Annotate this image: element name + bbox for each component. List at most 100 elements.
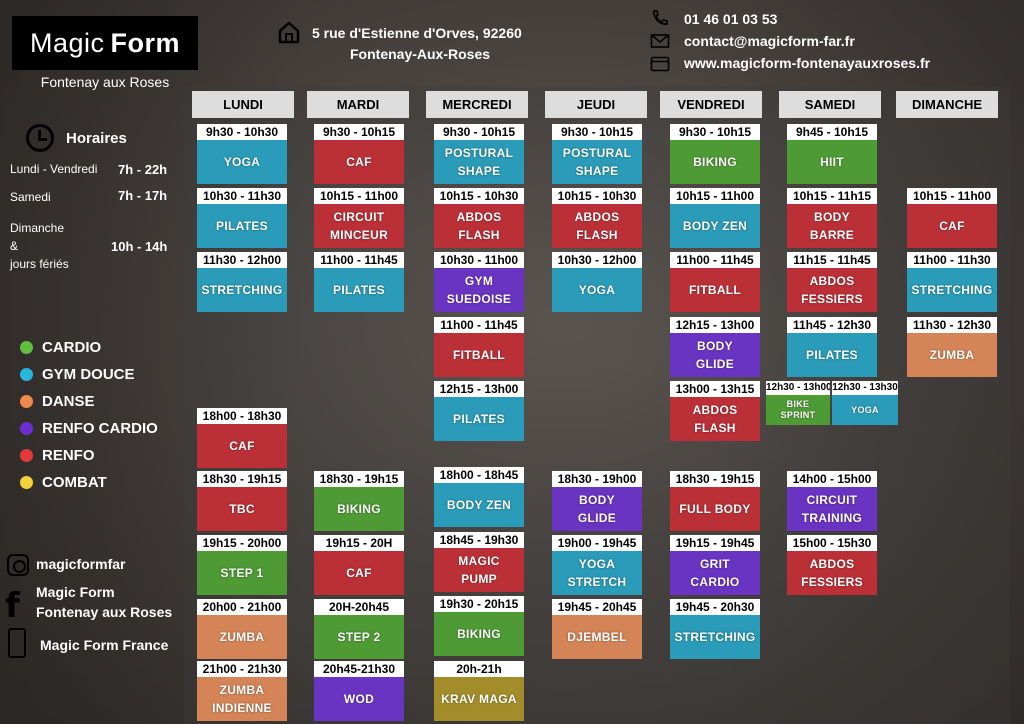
- class-card-lundi[interactable]: 9h30 - 10h30 YOGA: [197, 124, 287, 184]
- legend-label: GYM DOUCE: [42, 366, 135, 383]
- app-name[interactable]: Magic Form France: [40, 637, 169, 653]
- class-time: 19h15 - 19h45: [670, 535, 760, 551]
- class-card-jeudi[interactable]: 19h00 - 19h45 YOGA STRETCH: [552, 535, 642, 595]
- class-time: 12h30 - 13h30: [832, 381, 898, 395]
- class-time: 18h30 - 19h15: [314, 471, 404, 487]
- class-name: KRAV MAGA: [441, 692, 517, 706]
- class-card-samedi[interactable]: 11h45 - 12h30 PILATES: [787, 317, 877, 377]
- class-card-mardi[interactable]: 19h15 - 20H CAF: [314, 535, 404, 595]
- class-time: 19h45 - 20h45: [552, 599, 642, 615]
- class-card-samedi[interactable]: 14h00 - 15h00 CIRCUIT TRAINING: [787, 471, 877, 531]
- class-card-mercredi[interactable]: 10h15 - 10h30 ABDOS FLASH: [434, 188, 524, 248]
- brand-name-bold: Form: [110, 27, 181, 58]
- class-card-vendredi[interactable]: 19h15 - 19h45 GRIT CARDIO: [670, 535, 760, 595]
- day-header-mardi: MARDI: [307, 91, 409, 118]
- class-card-vendredi[interactable]: 10h15 - 11h00 BODY ZEN: [670, 188, 760, 248]
- class-time: 9h30 - 10h30: [197, 124, 287, 140]
- class-card-mercredi[interactable]: 9h30 - 10h15 POSTURAL SHAPE: [434, 124, 524, 184]
- class-name: BODY GLIDE: [577, 493, 617, 525]
- hours-saturday-label: Samedi: [10, 190, 51, 204]
- class-card-samedi[interactable]: 9h45 - 10h15 HIIT: [787, 124, 877, 184]
- class-card-mercredi[interactable]: 18h45 - 19h30 MAGIC PUMP: [434, 532, 524, 592]
- class-time: 11h00 - 11h30: [907, 252, 997, 268]
- class-name: BIKING: [457, 627, 501, 641]
- class-card-lundi[interactable]: 10h30 - 11h30 PILATES: [197, 188, 287, 248]
- facebook-line2[interactable]: Fontenay aux Roses: [36, 604, 173, 620]
- class-name: STRETCHING: [911, 283, 993, 297]
- class-card-jeudi[interactable]: 18h30 - 19h00 BODY GLIDE: [552, 471, 642, 531]
- class-name: BODY GLIDE: [695, 339, 735, 371]
- instagram-handle[interactable]: magicformfar: [36, 556, 126, 572]
- class-time: 21h00 - 21h30: [197, 661, 287, 677]
- class-card-dimanche[interactable]: 11h30 - 12h30 ZUMBA: [907, 317, 997, 377]
- day-header-vendredi: VENDREDI: [660, 91, 762, 118]
- class-card-mardi[interactable]: 20H-20h45 STEP 2: [314, 599, 404, 659]
- class-card-mardi[interactable]: 18h30 - 19h15 BIKING: [314, 471, 404, 531]
- class-time: 18h30 - 19h15: [670, 471, 760, 487]
- phone-icon: [653, 10, 668, 25]
- class-card-samedi[interactable]: 10h15 - 11h15 BODY BARRE: [787, 188, 877, 248]
- legend-dot: [20, 368, 33, 381]
- class-card-jeudi[interactable]: 10h15 - 10h30 ABDOS FLASH: [552, 188, 642, 248]
- class-card-samedi[interactable]: 12h30 - 13h00 BIKE SPRINT: [766, 381, 830, 425]
- phone-number[interactable]: 01 46 01 03 53: [684, 11, 778, 27]
- class-time: 9h30 - 10h15: [434, 124, 524, 140]
- class-name: CAF: [939, 219, 965, 233]
- class-time: 19h00 - 19h45: [552, 535, 642, 551]
- mail-icon: [650, 34, 670, 48]
- class-time: 12h30 - 13h00: [766, 381, 830, 395]
- day-header-lundi: LUNDI: [192, 91, 294, 118]
- class-card-dimanche[interactable]: 11h00 - 11h30 STRETCHING: [907, 252, 997, 312]
- class-card-lundi[interactable]: 18h30 - 19h15 TBC: [197, 471, 287, 531]
- class-card-vendredi[interactable]: 13h00 - 13h15 ABDOS FLASH: [670, 381, 760, 441]
- class-name: STRETCHING: [674, 630, 756, 644]
- class-card-mardi[interactable]: 20h45-21h30 WOD: [314, 661, 404, 721]
- class-card-mercredi[interactable]: 12h15 - 13h00 PILATES: [434, 381, 524, 441]
- legend-item: RENFO CARDIO: [20, 415, 158, 442]
- class-card-lundi[interactable]: 20h00 - 21h00 ZUMBA: [197, 599, 287, 659]
- class-card-lundi[interactable]: 19h15 - 20h00 STEP 1: [197, 535, 287, 595]
- class-card-dimanche[interactable]: 10h15 - 11h00 CAF: [907, 188, 997, 248]
- class-card-samedi[interactable]: 11h15 - 11h45 ABDOS FESSIERS: [787, 252, 877, 312]
- class-card-samedi[interactable]: 15h00 - 15h30 ABDOS FESSIERS: [787, 535, 877, 595]
- class-card-mardi[interactable]: 11h00 - 11h45 PILATES: [314, 252, 404, 312]
- email-link[interactable]: contact@magicform-far.fr: [684, 33, 855, 49]
- class-card-vendredi[interactable]: 19h45 - 20h30 STRETCHING: [670, 599, 760, 659]
- class-card-jeudi[interactable]: 9h30 - 10h15 POSTURAL SHAPE: [552, 124, 642, 184]
- legend-dot: [20, 341, 33, 354]
- class-name: CAF: [346, 566, 372, 580]
- class-card-mercredi[interactable]: 18h00 - 18h45 BODY ZEN: [434, 467, 524, 527]
- legend-item: COMBAT: [20, 469, 158, 496]
- class-card-jeudi[interactable]: 10h30 - 12h00 YOGA: [552, 252, 642, 312]
- class-card-mercredi[interactable]: 19h30 - 20h15 BIKING: [434, 596, 524, 656]
- class-name: CAF: [229, 439, 255, 453]
- class-name: WOD: [343, 692, 375, 706]
- facebook-line1[interactable]: Magic Form: [36, 584, 115, 600]
- class-name: STRETCHING: [201, 283, 283, 297]
- class-time: 11h00 - 11h45: [314, 252, 404, 268]
- class-card-mercredi[interactable]: 11h00 - 11h45 FITBALL: [434, 317, 524, 377]
- class-name: ABDOS FLASH: [692, 403, 738, 435]
- class-card-mardi[interactable]: 10h15 - 11h00 CIRCUIT MINCEUR: [314, 188, 404, 248]
- class-card-lundi[interactable]: 18h00 - 18h30 CAF: [197, 408, 287, 468]
- class-card-vendredi[interactable]: 18h30 - 19h15 FULL BODY: [670, 471, 760, 531]
- class-card-mardi[interactable]: 9h30 - 10h15 CAF: [314, 124, 404, 184]
- class-card-jeudi[interactable]: 19h45 - 20h45 DJEMBEL: [552, 599, 642, 659]
- class-time: 14h00 - 15h00: [787, 471, 877, 487]
- class-card-samedi[interactable]: 12h30 - 13h30 YOGA: [832, 381, 898, 425]
- hours-sunday-amp: &: [10, 239, 19, 253]
- class-name: PILATES: [453, 412, 505, 426]
- class-card-vendredi[interactable]: 11h00 - 11h45 FITBALL: [670, 252, 760, 312]
- class-card-mercredi[interactable]: 20h-21h KRAV MAGA: [434, 661, 524, 721]
- class-time: 11h30 - 12h30: [907, 317, 997, 333]
- class-card-vendredi[interactable]: 9h30 - 10h15 BIKING: [670, 124, 760, 184]
- class-card-lundi[interactable]: 21h00 - 21h30 ZUMBA INDIENNE: [197, 661, 287, 721]
- class-card-mercredi[interactable]: 10h30 - 11h00 GYM SUEDOISE: [434, 252, 524, 312]
- class-card-lundi[interactable]: 11h30 - 12h00 STRETCHING: [197, 252, 287, 312]
- hours-sunday-label: Dimanche: [10, 221, 65, 235]
- class-time: 10h15 - 11h00: [907, 188, 997, 204]
- class-card-vendredi[interactable]: 12h15 - 13h00 BODY GLIDE: [670, 317, 760, 377]
- class-name: FULL BODY: [679, 502, 751, 516]
- class-name: POSTURAL SHAPE: [562, 146, 632, 178]
- website-link[interactable]: www.magicform-fontenayauxroses.fr: [684, 55, 931, 71]
